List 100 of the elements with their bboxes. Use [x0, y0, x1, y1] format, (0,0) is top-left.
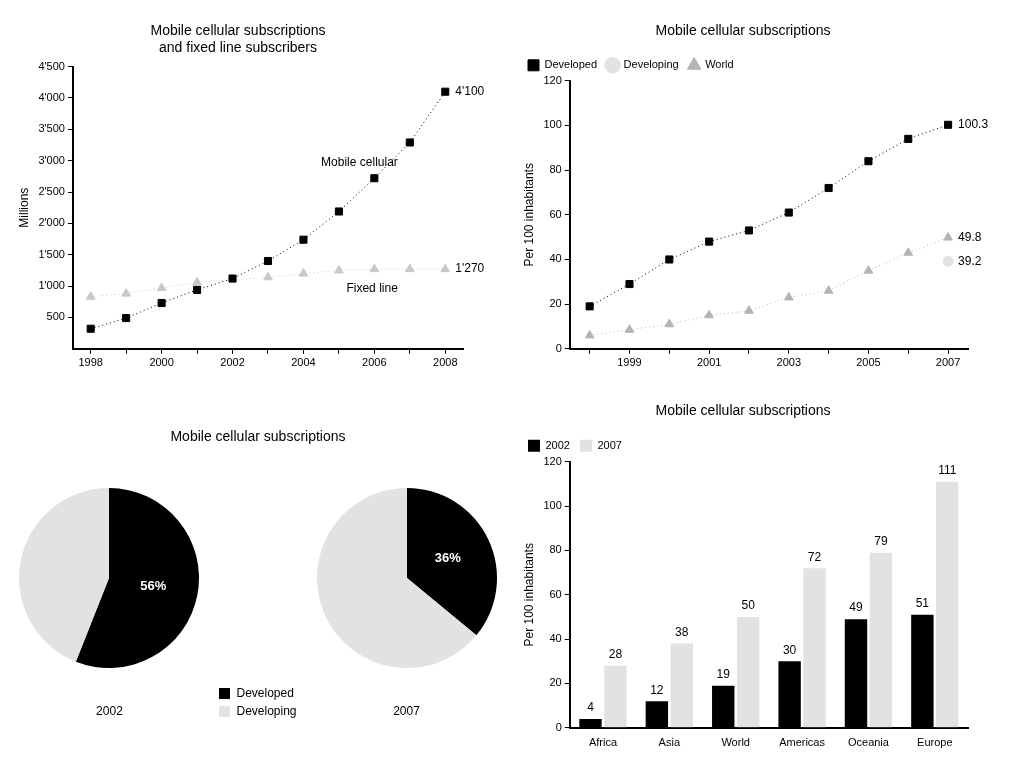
point	[193, 285, 202, 294]
point	[624, 324, 635, 333]
data-label: 30	[782, 642, 797, 657]
y-tick-label: 80	[549, 163, 562, 176]
data-label: 38	[675, 624, 689, 639]
point	[744, 226, 753, 235]
data-label: 19	[716, 667, 731, 681]
point	[744, 305, 754, 314]
y-axis-title: Millions	[16, 187, 31, 228]
bar	[736, 616, 760, 728]
bar	[869, 552, 893, 728]
point	[121, 288, 131, 297]
x-tick-label: 2007	[935, 356, 961, 369]
y-tick-label: 4'500	[38, 59, 65, 72]
data-label: 111	[938, 463, 957, 478]
x-tick-label: 2001	[696, 356, 722, 369]
point	[784, 208, 793, 217]
x-tick-label: 2005	[856, 356, 881, 369]
point	[903, 247, 914, 256]
x-tick-label: 2002	[220, 356, 245, 369]
y-tick-label: 40	[549, 632, 562, 645]
point	[86, 324, 95, 333]
data-label: 49.8	[958, 229, 982, 244]
x-tick-label: World	[721, 736, 750, 749]
point	[585, 302, 594, 311]
point	[943, 232, 953, 241]
point	[299, 235, 308, 244]
point	[824, 183, 833, 193]
y-tick-label: 3'000	[38, 153, 65, 166]
data-label: 28	[608, 647, 623, 662]
point	[704, 309, 714, 319]
data-label: 39.2	[958, 253, 982, 268]
slice-label: 2002	[96, 704, 123, 718]
data-label: 4	[587, 700, 595, 715]
chart-title: Mobile cellular subscriptions	[655, 22, 831, 39]
y-tick-label: 0	[555, 341, 562, 354]
bar	[670, 643, 693, 728]
y-tick-label: 20	[549, 676, 562, 689]
legend-label: Developing	[623, 58, 679, 71]
point	[369, 263, 380, 273]
y-axis-title: Per 100 inhabitants	[521, 163, 536, 267]
data-label: 12	[650, 682, 664, 697]
y-tick-label: 2'000	[38, 216, 65, 229]
point	[705, 237, 714, 246]
point	[404, 263, 415, 273]
data-label: 79	[874, 534, 888, 548]
legend-label: 2007	[597, 438, 622, 451]
legend-label: Developed	[544, 58, 598, 71]
data-label: 36%	[434, 550, 461, 566]
y-tick-label: 100	[543, 499, 562, 512]
point	[192, 276, 202, 286]
x-tick-label: 1999	[617, 356, 642, 369]
point	[370, 174, 379, 183]
point	[263, 271, 273, 281]
x-tick-label: 2004	[291, 356, 316, 369]
bar	[936, 481, 959, 728]
y-tick-label: 3'500	[38, 122, 65, 135]
y-tick-label: 40	[549, 252, 562, 265]
data-label: 56%	[140, 578, 168, 594]
x-tick-label: 2000	[149, 356, 174, 369]
point	[157, 298, 166, 308]
data-label: 100.3	[958, 117, 989, 132]
point	[334, 264, 344, 274]
chart-title: Mobile cellular subscriptions and fixed line subscribers	[150, 22, 326, 56]
point	[334, 207, 343, 216]
data-label: 1'270	[455, 261, 485, 276]
point	[584, 329, 595, 339]
y-tick-label: 60	[549, 207, 562, 220]
y-tick-label: 0	[555, 720, 562, 733]
point	[441, 87, 450, 96]
y-tick-label: 60	[549, 587, 562, 600]
point	[942, 255, 954, 267]
slice-label: 2007	[393, 704, 420, 718]
y-axis-title: Per 100 inhabitants	[521, 543, 536, 647]
point	[122, 314, 131, 323]
point	[263, 256, 273, 266]
legend-label: World	[705, 58, 734, 71]
x-tick-label: 2006	[362, 356, 387, 369]
y-tick-label: 120	[543, 454, 562, 467]
point	[228, 274, 237, 283]
x-tick-label: Americas	[779, 736, 826, 749]
data-label: 50	[741, 598, 756, 613]
x-tick-label: Europe	[917, 736, 953, 749]
point	[864, 157, 873, 166]
x-tick-label: 1998	[78, 356, 103, 369]
point	[298, 268, 309, 277]
x-tick-label: 2003	[776, 356, 802, 369]
series-label: Fixed line	[346, 281, 399, 296]
y-tick-label: 1'000	[38, 279, 65, 292]
y-tick-label: 20	[549, 297, 562, 310]
chart-title: Mobile cellular subscriptions	[170, 428, 346, 444]
point	[440, 263, 451, 273]
chart-title: Mobile cellular subscriptions	[655, 402, 831, 419]
point	[904, 134, 913, 143]
point	[405, 138, 414, 147]
bar	[803, 568, 826, 728]
point	[664, 318, 675, 328]
y-tick-label: 1'500	[38, 247, 65, 260]
series-label: Mobile cellular	[321, 154, 398, 169]
point	[863, 265, 874, 274]
